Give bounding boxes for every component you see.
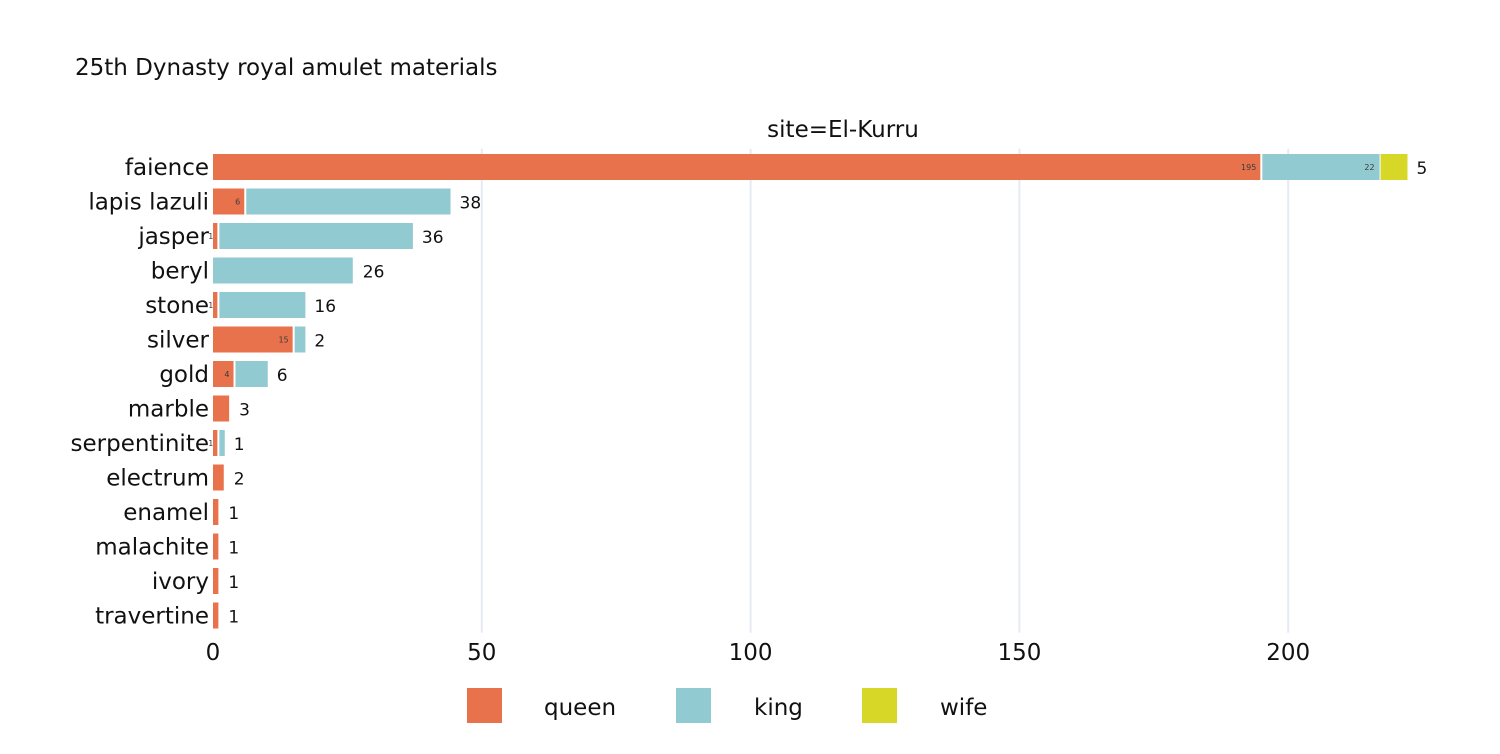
bar-inner-label: 195 <box>1241 163 1256 172</box>
bar-value-label: 6 <box>277 366 288 386</box>
y-tick-label: travertine <box>95 604 209 630</box>
bar-king <box>246 188 451 215</box>
y-tick-label: faience <box>125 155 209 181</box>
bar-queen <box>213 292 218 318</box>
x-tick-label: 200 <box>1266 640 1310 666</box>
bar-queen <box>213 430 218 456</box>
bar-queen <box>213 395 230 422</box>
legend-swatch-queen <box>467 688 502 723</box>
y-tick-label: stone <box>145 293 209 319</box>
x-tick-label: 100 <box>729 640 773 666</box>
x-tick-label: 150 <box>997 640 1041 666</box>
bar-value-label: 5 <box>1416 159 1427 179</box>
y-tick-label: serpentinite <box>71 431 209 457</box>
legend-swatch-wife <box>862 688 897 723</box>
bar-inner-label: 4 <box>224 370 229 379</box>
y-tick-label: lapis lazuli <box>88 190 209 216</box>
bar-value-label: 26 <box>363 263 385 283</box>
chart-title: 25th Dynasty royal amulet materials <box>75 55 497 81</box>
bar-king <box>219 430 225 456</box>
facet-label: site=El-Kurru <box>767 117 919 143</box>
bar-value-label: 3 <box>239 401 250 421</box>
y-tick-label: enamel <box>123 500 209 526</box>
bar-value-label: 2 <box>234 470 245 490</box>
bar-inner-label: 1 <box>208 301 213 310</box>
bar-king <box>1262 154 1380 180</box>
bar-inner-label: 22 <box>1364 163 1374 172</box>
bar-king <box>219 292 306 318</box>
y-axis-labels: faience lapis lazuli jasper beryl stone silve… <box>71 155 210 630</box>
bar-wife <box>1380 154 1408 180</box>
bar-queen <box>213 568 219 594</box>
bars-group: 195 22 5 6 38 1 36 26 1 16 15 2 4 6 3 1 1 2 1 1 1 1 <box>208 154 1427 629</box>
bar-inner-label: 1 <box>208 232 213 241</box>
y-tick-label: ivory <box>152 569 209 595</box>
bar-value-label: 1 <box>228 539 239 559</box>
bar-king <box>213 257 353 284</box>
legend-label-wife: wife <box>940 695 987 721</box>
x-tick-label: 50 <box>467 640 496 666</box>
y-tick-label: jasper <box>137 224 209 250</box>
bar-king <box>219 223 413 249</box>
y-tick-label: malachite <box>95 535 209 561</box>
legend-label-queen: queen <box>544 695 616 721</box>
bar-queen <box>213 326 293 353</box>
y-tick-label: marble <box>128 397 209 423</box>
bar-queen <box>213 464 224 491</box>
bar-inner-label: 6 <box>235 198 240 207</box>
bar-king <box>294 326 306 353</box>
bar-inner-label: 15 <box>278 336 288 345</box>
y-tick-label: gold <box>159 362 209 388</box>
bar-value-label: 1 <box>228 573 239 593</box>
bar-queen <box>213 223 218 249</box>
y-tick-label: silver <box>147 328 210 354</box>
bar-value-label: 1 <box>228 504 239 524</box>
x-tick-label: 0 <box>206 640 221 666</box>
bar-value-label: 1 <box>228 608 239 628</box>
bar-queen <box>213 499 219 525</box>
x-axis-labels: 0 50 100 150 200 <box>206 640 1310 666</box>
bar-queen <box>213 154 1261 180</box>
bar-queen <box>213 188 245 215</box>
bar-value-label: 38 <box>460 194 482 214</box>
bar-value-label: 36 <box>422 228 444 248</box>
bar-inner-label: 1 <box>208 439 213 448</box>
legend-label-king: king <box>754 695 803 721</box>
bar-queen <box>213 533 219 560</box>
grid-lines <box>480 148 1290 633</box>
legend: queen king wife <box>467 688 987 723</box>
bar-value-label: 2 <box>314 332 325 352</box>
bar-queen <box>213 361 234 387</box>
bar-queen <box>213 602 219 629</box>
y-tick-label: electrum <box>106 466 209 492</box>
bar-value-label: 1 <box>234 435 245 455</box>
legend-swatch-king <box>676 688 711 723</box>
bar-value-label: 16 <box>314 297 336 317</box>
y-tick-label: beryl <box>151 259 209 285</box>
bar-king <box>235 361 268 387</box>
